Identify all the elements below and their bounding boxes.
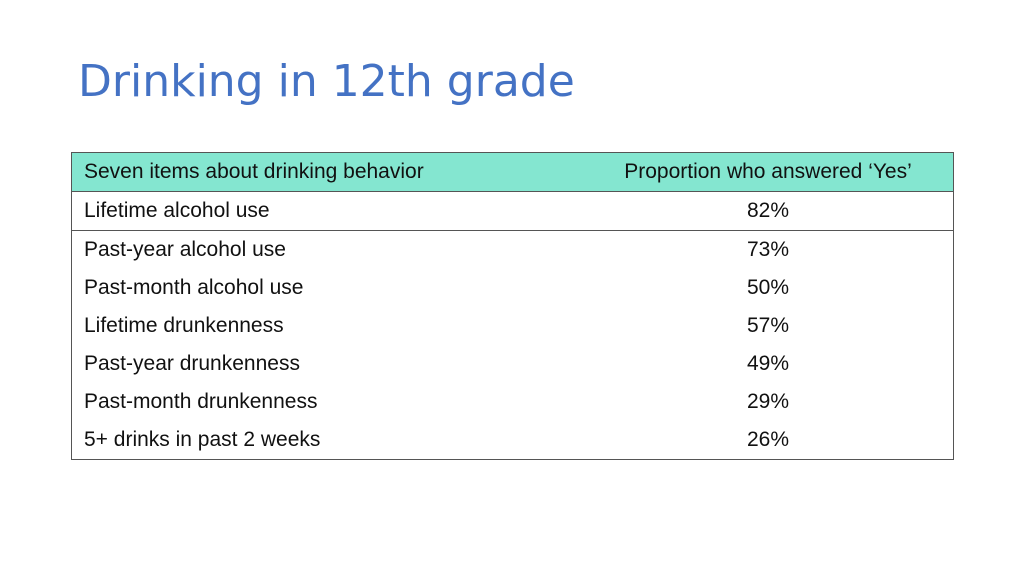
- header-cell: Proportion who answered ‘Yes’: [624, 160, 912, 183]
- row: Past-month drunkenness 29%: [72, 383, 954, 421]
- cell: 57%: [746, 314, 790, 337]
- cell: 82%: [746, 199, 790, 222]
- header-cell: Seven items about drinking behavior: [84, 160, 424, 183]
- cell: Lifetime drunkenness: [84, 314, 284, 337]
- cell: Past-month drunkenness: [84, 390, 318, 413]
- row: Past-month alcohol use 50%: [72, 269, 954, 307]
- row: Past-year drunkenness 49%: [72, 345, 954, 383]
- row: Lifetime drunkenness 57%: [72, 307, 954, 345]
- cell: 29%: [746, 390, 790, 413]
- cell: 26%: [746, 428, 790, 451]
- cell: Lifetime alcohol use: [84, 199, 270, 222]
- row: Lifetime alcohol use 82%: [71, 192, 954, 231]
- table: Seven items about drinking behavior Prop…: [71, 152, 954, 460]
- cell: 73%: [746, 238, 790, 261]
- row: Past-year alcohol use 73%: [72, 231, 954, 270]
- title: Drinking in 12th grade: [78, 56, 575, 107]
- cell: 50%: [746, 276, 790, 299]
- row: 5+ drinks in past 2 weeks 26%: [72, 421, 954, 460]
- table-body: Lifetime alcohol use 82% Past-year alcohol…: [71, 191, 954, 460]
- cell: 49%: [746, 352, 790, 375]
- cell: Past-year alcohol use: [84, 238, 286, 261]
- cell: Past-month alcohol use: [84, 276, 304, 299]
- cell: 5+ drinks in past 2 weeks: [84, 428, 321, 451]
- header-row: Seven items about drinking behavior Prop…: [71, 152, 954, 192]
- cell: Past-year drunkenness: [84, 352, 300, 375]
